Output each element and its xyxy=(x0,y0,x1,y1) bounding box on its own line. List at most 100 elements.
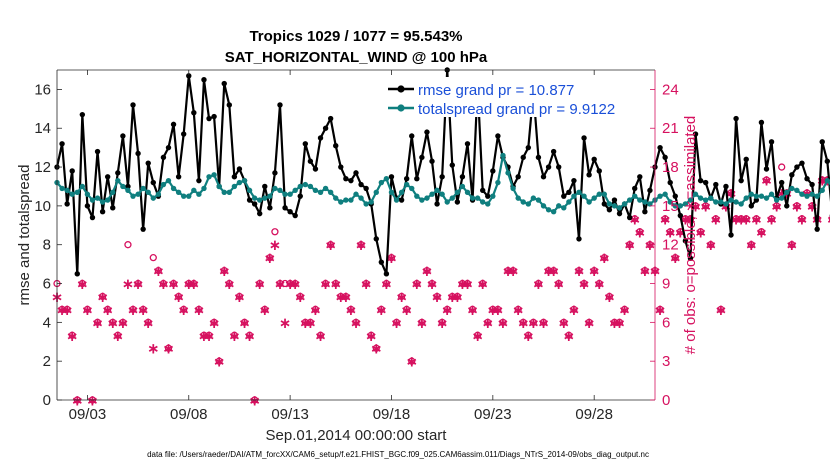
spread-point xyxy=(692,191,699,197)
obs-possible-point xyxy=(489,305,497,314)
obs-assimilated-point: ∗ xyxy=(492,301,505,319)
obs-assimilated-point: ∗ xyxy=(340,288,353,306)
spread-point xyxy=(368,199,374,205)
spread-point xyxy=(566,199,572,205)
x-tick-label: 09/08 xyxy=(170,406,208,423)
y-axis-label: rmse and totalspread xyxy=(16,165,33,306)
rmse-point xyxy=(449,162,455,168)
spread-point xyxy=(150,195,156,201)
rmse-point xyxy=(682,238,689,244)
spread-point xyxy=(94,195,101,201)
obs-possible-point xyxy=(306,318,315,327)
y-right-tick-label: 12 xyxy=(662,237,679,254)
rmse-point xyxy=(733,115,739,122)
spread-point xyxy=(180,193,187,199)
rmse-point xyxy=(464,141,471,147)
rmse-point xyxy=(794,164,800,170)
obs-possible-point xyxy=(200,331,208,339)
spread-point xyxy=(353,191,359,197)
spread-point xyxy=(267,193,273,199)
obs-possible-point xyxy=(707,241,715,249)
obs-possible-point xyxy=(798,215,806,223)
obs-possible-point xyxy=(742,215,750,223)
spread-point xyxy=(262,195,268,201)
obs-possible-point xyxy=(519,318,527,327)
spread-point xyxy=(403,181,410,188)
obs-possible-point xyxy=(185,279,193,288)
obs-assimilated-point: ∗ xyxy=(142,314,155,332)
spread-point xyxy=(637,197,643,203)
spread-point xyxy=(398,189,405,195)
obs-possible-point xyxy=(321,279,330,288)
rmse-point xyxy=(191,110,197,116)
obs-possible-point xyxy=(316,331,325,339)
obs-possible-point xyxy=(408,357,416,365)
obs-assimilated-point: ∗ xyxy=(188,275,201,293)
obs-assimilated-point: ∗ xyxy=(826,210,830,228)
spread-point xyxy=(373,189,379,195)
obs-assimilated-point: ∗ xyxy=(628,210,641,228)
spread-point xyxy=(576,189,582,195)
obs-assimilated-point: ∗ xyxy=(694,223,707,241)
rmse-point xyxy=(768,139,775,145)
obs-possible-point xyxy=(296,292,304,301)
obs-possible-point xyxy=(590,266,598,275)
obs-assimilated-point: ∗ xyxy=(279,314,292,332)
rmse-point xyxy=(419,154,425,161)
rmse-point xyxy=(251,201,258,207)
obs-assimilated-point: ∗ xyxy=(755,223,768,241)
rmse-point xyxy=(550,148,557,155)
rmse-point xyxy=(277,102,283,108)
spread-point xyxy=(530,195,537,201)
obs-possible-point xyxy=(413,279,421,288)
obs-possible-point xyxy=(78,279,86,288)
obs-possible-point xyxy=(281,279,289,288)
obs-assimilated-point: ∗ xyxy=(167,275,180,293)
spread-point xyxy=(115,177,121,184)
spread-point xyxy=(464,189,471,195)
y-right-tick-label: 21 xyxy=(662,120,679,137)
spread-point xyxy=(500,152,506,159)
rmse-point xyxy=(140,226,146,232)
obs-possible-point xyxy=(544,266,553,275)
obs-assimilated-point: ∗ xyxy=(634,223,647,241)
obs-assimilated-point: ∗ xyxy=(699,197,712,215)
obs-assimilated-point: ∗ xyxy=(654,301,667,319)
rmse-point xyxy=(297,193,303,199)
spread-point xyxy=(444,199,450,205)
obs-assimilated-point: ∗ xyxy=(801,184,814,202)
spread-point xyxy=(363,201,369,207)
obs-assimilated-point: ∗ xyxy=(86,392,99,410)
spread-point xyxy=(302,181,309,188)
rmse-point xyxy=(94,148,101,155)
obs-assimilated-point: ∗ xyxy=(56,301,69,319)
obs-possible-point xyxy=(180,305,188,314)
spread-point xyxy=(130,193,136,199)
rmse-point xyxy=(59,141,65,147)
obs-assimilated-point: ∗ xyxy=(335,288,348,306)
obs-assimilated-point: ∗ xyxy=(112,327,125,345)
obs-possible-point xyxy=(636,228,644,236)
spread-point xyxy=(277,187,283,194)
obs-assimilated-point: ∗ xyxy=(552,275,565,293)
rmse-point xyxy=(160,154,167,161)
obs-assimilated-point: ∗ xyxy=(223,275,236,293)
spread-point xyxy=(789,185,795,192)
obs-possible-point xyxy=(210,318,218,327)
rmse-point xyxy=(576,236,582,242)
rmse-point xyxy=(221,80,227,87)
obs-possible-point xyxy=(453,292,462,301)
obs-possible-point xyxy=(499,318,507,327)
obs-possible-point xyxy=(752,215,761,223)
rmse-point xyxy=(246,197,253,203)
spread-point xyxy=(485,201,491,207)
spread-point xyxy=(591,195,597,201)
rmse-point xyxy=(616,210,623,217)
spread-point xyxy=(79,183,86,190)
obs-assimilated-point: ∗ xyxy=(644,236,657,254)
obs-possible-point xyxy=(164,344,173,352)
spread-point xyxy=(753,193,760,199)
spread-point xyxy=(216,183,222,190)
rmse-point xyxy=(459,174,466,180)
spread-point xyxy=(687,197,694,203)
